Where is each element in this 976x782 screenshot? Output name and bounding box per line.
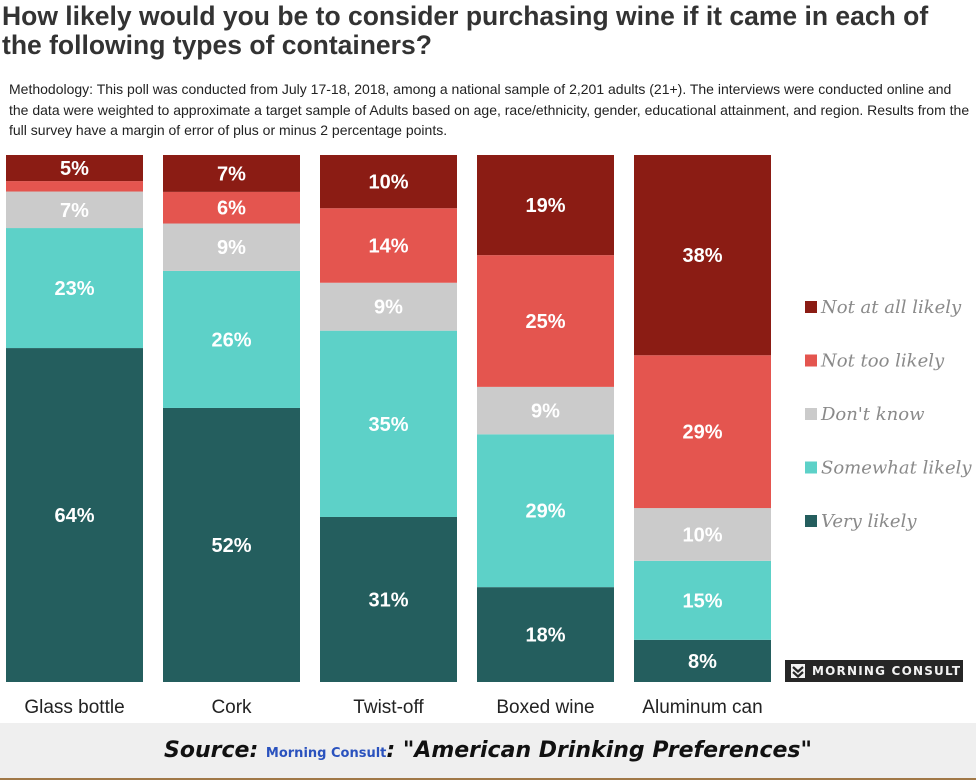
data-label-boxed-wine-don-t-know: 9%	[531, 401, 560, 423]
source-footer: Source: Morning Consult: "American Drink…	[0, 723, 976, 780]
legend-swatch-somewhat-likely	[805, 461, 817, 474]
morning-consult-logo: MORNING CONSULT	[785, 660, 963, 682]
bar-segment-twist-off-don-t-know	[320, 282, 457, 331]
category-label-aluminum-can: Aluminum can	[642, 697, 762, 718]
data-label-cork-not-at-all-likely: 7%	[217, 163, 246, 185]
chart-title: How likely would you be to consider purc…	[2, 1, 929, 60]
data-label-glass-bottle-somewhat-likely: 23%	[54, 278, 94, 300]
data-label-twist-off-somewhat-likely: 35%	[368, 414, 408, 436]
methodology-note: Methodology: This poll was conducted fro…	[9, 81, 970, 138]
bar-segment-glass-bottle-not-at-all-likely	[6, 155, 143, 182]
data-label-twist-off-not-at-all-likely: 10%	[368, 172, 408, 194]
bar-segment-twist-off-not-at-all-likely	[320, 155, 457, 209]
bar-segment-glass-bottle-somewhat-likely	[6, 228, 143, 349]
legend-label-not-at-all-likely: Not at all likely	[820, 297, 962, 318]
category-label-twist-off: Twist-off	[353, 697, 424, 718]
data-label-glass-bottle-not-at-all-likely: 5%	[60, 158, 89, 180]
bar-segment-cork-very-likely	[163, 407, 300, 682]
legend-label-very-likely: Very likely	[821, 511, 917, 532]
source-report-title: : "American Drinking Preferences"	[386, 738, 812, 763]
bar-segment-aluminum-can-don-t-know	[634, 508, 771, 561]
data-label-glass-bottle-don-t-know: 7%	[60, 200, 89, 222]
data-label-twist-off-very-likely: 31%	[368, 589, 408, 611]
data-label-cork-somewhat-likely: 26%	[211, 329, 251, 351]
source-link-morning-consult[interactable]: Morning Consult	[265, 746, 387, 761]
bar-segment-aluminum-can-not-at-all-likely	[634, 155, 771, 356]
data-label-boxed-wine-somewhat-likely: 29%	[525, 501, 565, 523]
bar-segment-twist-off-not-too-likely	[320, 208, 457, 283]
stacked-bar-chart: 64% 23% 7% 5% 52% 26% 9% 6% 7% 31% 35% 9% 14% 10% 18% 2…	[6, 155, 972, 718]
bar-segment-glass-bottle-very-likely	[6, 348, 143, 682]
source-prefix: Source:	[164, 738, 266, 763]
bars-group: 64% 23% 7% 5% 52% 26% 9% 6% 7% 31% 35% 9% 14% 10% 18% 2…	[6, 155, 771, 682]
bar-segment-aluminum-can-not-too-likely	[634, 355, 771, 509]
bar-segment-glass-bottle-not-too-likely	[6, 181, 143, 192]
bar-segment-boxed-wine-don-t-know	[477, 386, 614, 435]
data-label-aluminum-can-not-at-all-likely: 38%	[682, 245, 722, 267]
morning-consult-chevron-icon	[791, 664, 805, 678]
data-label-aluminum-can-not-too-likely: 29%	[682, 422, 722, 444]
legend-swatch-very-likely	[805, 515, 817, 527]
data-label-twist-off-don-t-know: 9%	[374, 297, 403, 319]
legend-swatch-don-t-know	[805, 408, 817, 420]
category-label-glass-bottle: Glass bottle	[24, 697, 124, 718]
legend-label-not-too-likely: Not too likely	[820, 351, 945, 372]
legend-label-somewhat-likely: Somewhat likely	[821, 458, 972, 479]
data-label-cork-not-too-likely: 6%	[217, 198, 246, 220]
data-label-aluminum-can-somewhat-likely: 15%	[682, 590, 722, 612]
data-label-cork-don-t-know: 9%	[217, 237, 246, 259]
data-label-boxed-wine-not-at-all-likely: 19%	[525, 195, 565, 217]
bar-segment-boxed-wine-somewhat-likely	[477, 434, 614, 588]
bar-segment-cork-don-t-know	[163, 223, 300, 271]
data-label-boxed-wine-very-likely: 18%	[525, 625, 565, 647]
category-labels: Glass bottle Cork Twist-off Boxed wine Alumi…	[24, 697, 762, 718]
bar-segment-twist-off-somewhat-likely	[320, 330, 457, 517]
source-citation: Source: Morning Consult: "American Drink…	[164, 738, 812, 763]
bar-segment-aluminum-can-somewhat-likely	[634, 560, 771, 640]
logo-text: MORNING CONSULT	[812, 664, 962, 678]
data-label-aluminum-can-very-likely: 8%	[688, 651, 717, 673]
bar-segment-boxed-wine-not-at-all-likely	[477, 155, 614, 256]
bar-segment-twist-off-very-likely	[320, 516, 457, 682]
legend-label-don-t-know: Don't know	[820, 404, 925, 425]
data-label-twist-off-not-too-likely: 14%	[368, 235, 408, 257]
bar-segment-glass-bottle-don-t-know	[6, 191, 143, 229]
data-label-boxed-wine-not-too-likely: 25%	[525, 311, 565, 333]
data-label-aluminum-can-don-t-know: 10%	[682, 524, 722, 546]
legend: Not at all likely Not too likely Don't kno…	[805, 297, 972, 532]
data-label-glass-bottle-very-likely: 64%	[54, 505, 94, 527]
bar-segment-cork-somewhat-likely	[163, 270, 300, 408]
bar-segment-aluminum-can-very-likely	[634, 639, 771, 682]
category-label-cork: Cork	[211, 697, 252, 718]
bar-segment-boxed-wine-not-too-likely	[477, 255, 614, 387]
legend-swatch-not-too-likely	[805, 354, 817, 367]
bar-segment-cork-not-too-likely	[163, 191, 300, 224]
bar-segment-boxed-wine-very-likely	[477, 587, 614, 682]
data-label-cork-very-likely: 52%	[211, 535, 251, 557]
legend-swatch-not-at-all-likely	[805, 301, 817, 313]
bar-segment-cork-not-at-all-likely	[163, 155, 300, 192]
category-label-boxed-wine: Boxed wine	[496, 697, 594, 718]
